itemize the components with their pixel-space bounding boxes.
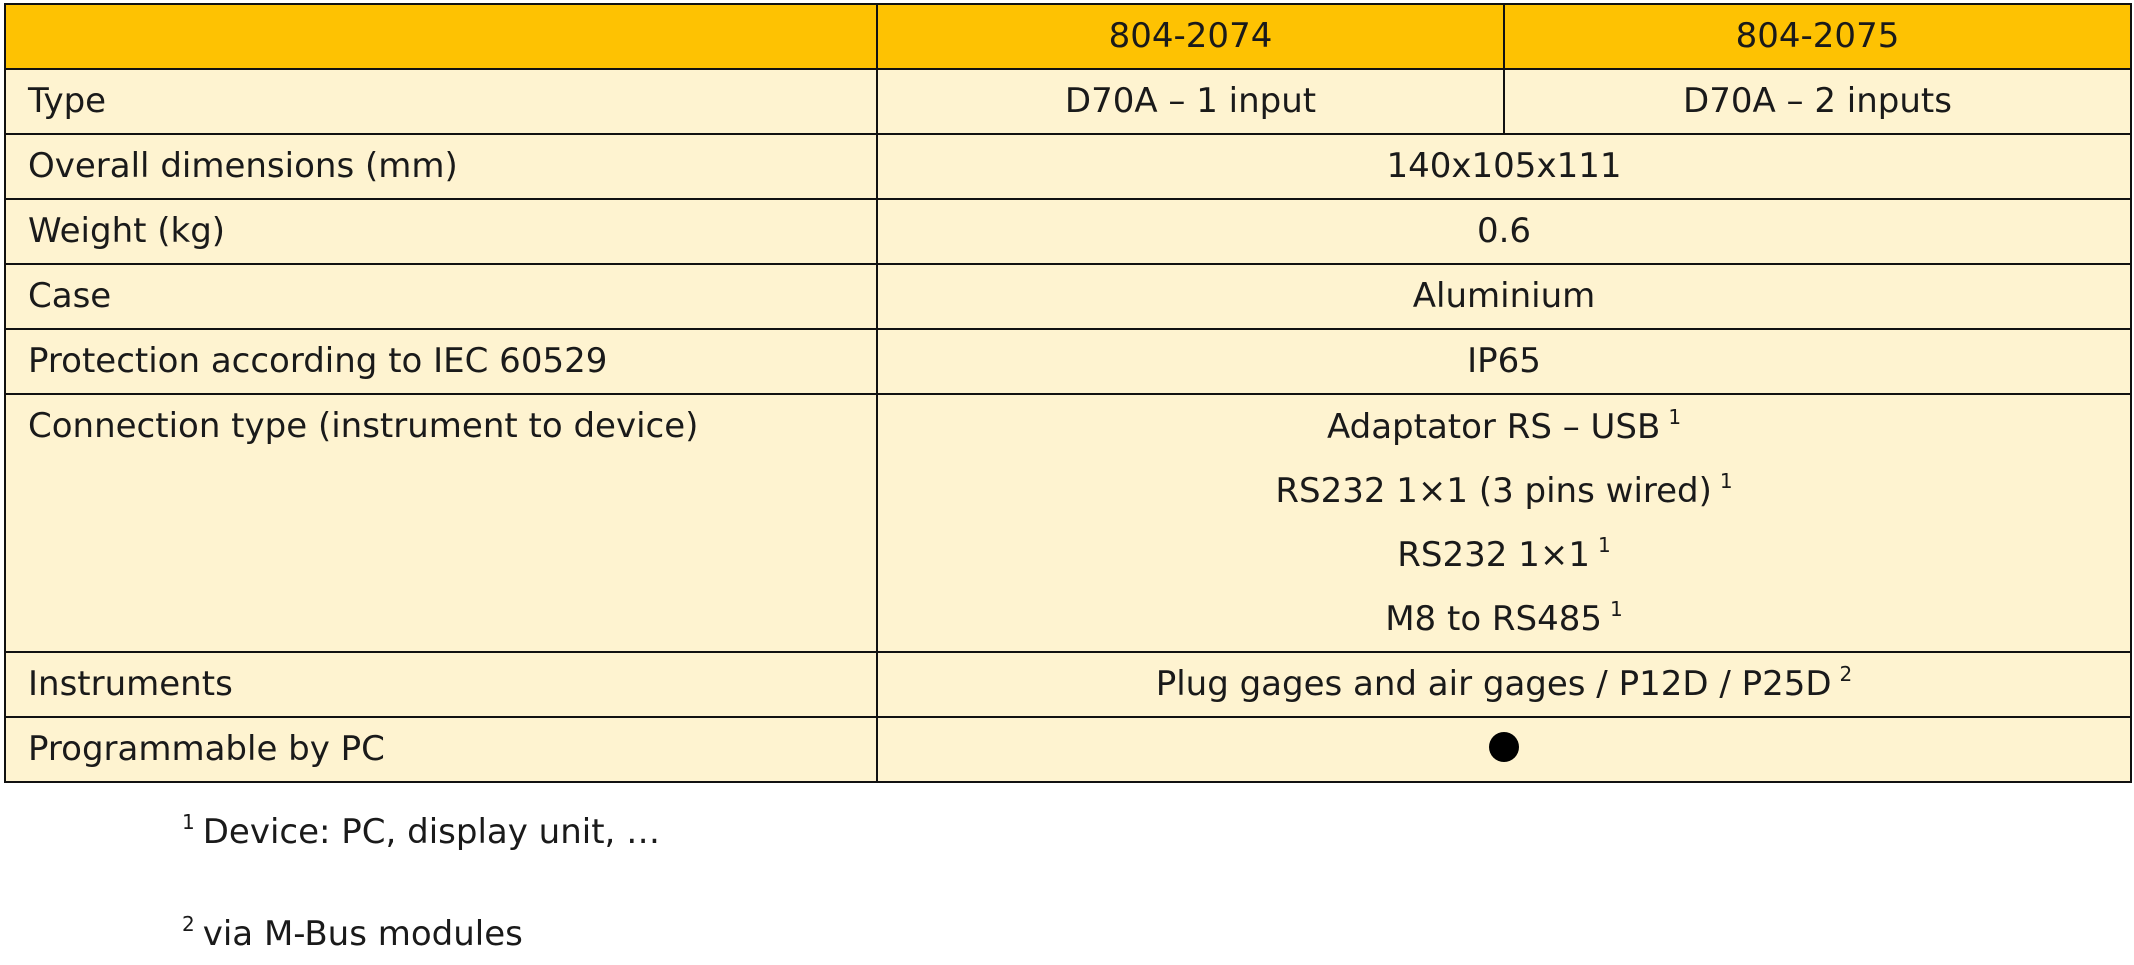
footnote-1: 1 Device: PC, display unit, … (182, 812, 660, 852)
connection-option: RS232 1×1 1 (900, 523, 2108, 587)
row-label: Overall dimensions (mm) (4, 133, 878, 200)
row-protection: Protection according to IEC 60529 IP65 (4, 328, 2132, 395)
footnote-ref: 2 (1839, 662, 1853, 686)
connection-option-text: RS232 1×1 (3 pins wired) (1275, 471, 1712, 511)
row-label: Programmable by PC (4, 716, 878, 783)
filled-circle-icon (1489, 731, 1519, 762)
footnote-text: Device: PC, display unit, … (202, 812, 661, 852)
programmable-value (876, 716, 2132, 783)
weight-value: 0.6 (876, 198, 2132, 265)
connection-option-text: RS232 1×1 (1397, 535, 1590, 575)
connection-option: RS232 1×1 (3 pins wired) 1 (900, 459, 2108, 523)
row-label: Connection type (instrument to device) (4, 393, 878, 653)
footnote-text: via M-Bus modules (202, 914, 523, 954)
row-label: Protection according to IEC 60529 (4, 328, 878, 395)
row-label: Weight (kg) (4, 198, 878, 265)
header-col-804-2075: 804-2075 (1503, 3, 2132, 70)
footnote-mark: 2 (182, 912, 195, 936)
dimensions-value: 140x105x111 (876, 133, 2132, 200)
connection-option-text: M8 to RS485 (1385, 599, 1603, 639)
row-label: Instruments (4, 651, 878, 718)
footnote-ref: 1 (1610, 597, 1623, 621)
row-instruments: Instruments Plug gages and air gages / P… (4, 651, 2132, 718)
row-programmable: Programmable by PC (4, 716, 2132, 783)
case-value: Aluminium (876, 263, 2132, 330)
row-label: Case (4, 263, 878, 330)
header-blank-cell (4, 3, 878, 70)
row-type: Type D70A – 1 input D70A – 2 inputs (4, 68, 2132, 135)
connection-option-text: Adaptator RS – USB (1326, 407, 1661, 447)
footnote-2: 2 via M-Bus modules (182, 914, 523, 954)
row-label: Type (4, 68, 878, 135)
instruments-value: Plug gages and air gages / P12D / P25D 2 (876, 651, 2132, 718)
row-weight: Weight (kg) 0.6 (4, 198, 2132, 265)
connection-option: Adaptator RS – USB 1 (900, 395, 2108, 459)
row-case: Case Aluminium (4, 263, 2132, 330)
connection-values: Adaptator RS – USB 1 RS232 1×1 (3 pins wi… (876, 393, 2132, 653)
footnote-ref: 1 (1597, 533, 1611, 557)
protection-value: IP65 (876, 328, 2132, 395)
footnote-mark: 1 (182, 810, 195, 834)
row-connection: Connection type (instrument to device) A… (4, 393, 2132, 653)
row-dimensions: Overall dimensions (mm) 140x105x111 (4, 133, 2132, 200)
footnote-ref: 1 (1719, 469, 1733, 493)
connection-option: M8 to RS485 1 (900, 587, 2108, 651)
spec-table: 804-2074 804-2075 Type D70A – 1 input D7… (4, 3, 2132, 783)
footnote-ref: 1 (1668, 405, 1682, 429)
type-value-804-2074: D70A – 1 input (876, 68, 1505, 135)
instruments-text: Plug gages and air gages / P12D / P25D (1155, 664, 1832, 704)
type-value-804-2075: D70A – 2 inputs (1503, 68, 2132, 135)
header-col-804-2074: 804-2074 (876, 3, 1505, 70)
header-row: 804-2074 804-2075 (4, 3, 2132, 70)
